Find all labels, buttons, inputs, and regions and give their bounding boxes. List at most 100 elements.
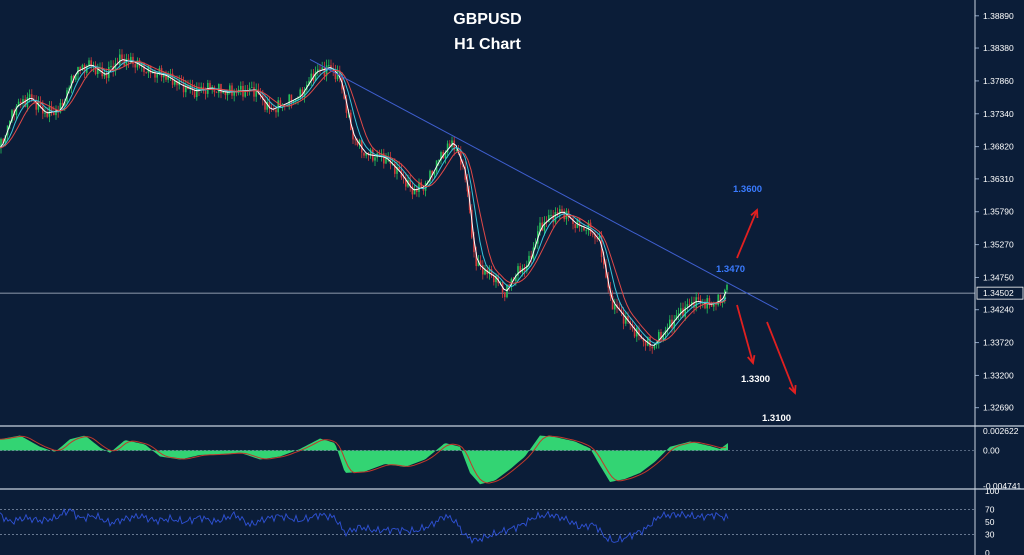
candle-body bbox=[596, 238, 598, 240]
candle-body bbox=[2, 138, 4, 144]
candle-body bbox=[693, 301, 695, 309]
candle-body bbox=[418, 182, 420, 192]
candle-body bbox=[462, 164, 464, 167]
candle-body bbox=[343, 89, 345, 99]
candle-body bbox=[495, 275, 497, 283]
candle-body bbox=[389, 157, 392, 164]
price-tick-label: 1.37860 bbox=[983, 76, 1014, 86]
candle-body bbox=[697, 297, 700, 300]
candle-body bbox=[295, 99, 297, 101]
target-arrow-head bbox=[747, 354, 756, 365]
candle-body bbox=[215, 92, 218, 93]
candle-body bbox=[209, 82, 211, 89]
candle-body bbox=[189, 85, 191, 90]
candle-body bbox=[105, 74, 108, 78]
candle-body bbox=[9, 121, 11, 126]
candle-body bbox=[154, 70, 156, 78]
candle-body bbox=[717, 294, 719, 306]
candle-body bbox=[149, 65, 152, 74]
candle-body bbox=[20, 101, 22, 104]
candle-body bbox=[314, 71, 317, 82]
candle-body bbox=[378, 153, 381, 157]
candle-body bbox=[484, 269, 486, 275]
candle-body bbox=[114, 63, 117, 72]
chart-title: GBPUSD bbox=[453, 11, 522, 28]
candle-body bbox=[444, 152, 447, 159]
candle-body bbox=[565, 210, 568, 220]
candle-body bbox=[673, 320, 675, 329]
candle-body bbox=[411, 186, 414, 195]
candle-body bbox=[24, 99, 26, 107]
candle-body bbox=[308, 80, 310, 85]
candle-body bbox=[675, 315, 678, 321]
candle-body bbox=[61, 102, 64, 106]
candle-body bbox=[680, 308, 682, 314]
candle-body bbox=[88, 60, 90, 67]
price-tick-label: 1.37340 bbox=[983, 109, 1014, 119]
candle-body bbox=[515, 275, 517, 282]
candle-body bbox=[317, 69, 319, 72]
candle-body bbox=[55, 110, 57, 116]
candle-body bbox=[550, 215, 552, 216]
candle-body bbox=[248, 87, 251, 91]
candle-body bbox=[583, 226, 585, 231]
price-tick-label: 1.33200 bbox=[983, 370, 1014, 380]
candle-body bbox=[352, 130, 354, 140]
candle-body bbox=[275, 109, 277, 113]
candle-body bbox=[431, 170, 433, 176]
candle-body bbox=[235, 91, 238, 94]
candle-body bbox=[39, 101, 42, 107]
candle-body bbox=[715, 303, 717, 306]
candle-body bbox=[44, 112, 46, 114]
candle-body bbox=[46, 112, 48, 117]
candle-body bbox=[477, 260, 480, 267]
candle-body bbox=[363, 152, 365, 156]
candle-body bbox=[193, 89, 196, 98]
candle-body bbox=[688, 304, 691, 305]
candle-body bbox=[702, 302, 704, 304]
candle-body bbox=[526, 265, 528, 272]
candle-body bbox=[493, 275, 495, 283]
candle-body bbox=[592, 233, 594, 235]
candle-body bbox=[125, 58, 128, 66]
candle-body bbox=[523, 268, 526, 272]
candle-body bbox=[585, 230, 587, 232]
candle-body bbox=[244, 90, 246, 97]
candle-body bbox=[488, 269, 491, 275]
candle-body bbox=[405, 177, 407, 187]
candle-body bbox=[552, 215, 554, 223]
candle-body bbox=[72, 75, 75, 80]
candle-body bbox=[48, 106, 51, 117]
candle-body bbox=[185, 85, 187, 93]
price-tick-label: 1.36310 bbox=[983, 174, 1014, 184]
candle-body bbox=[224, 91, 227, 96]
candle-body bbox=[196, 87, 198, 98]
candle-body bbox=[563, 211, 565, 220]
candle-body bbox=[174, 80, 176, 85]
candle-body bbox=[655, 342, 658, 346]
candle-body bbox=[530, 255, 532, 259]
price-tick-label: 1.32690 bbox=[983, 403, 1014, 413]
candle-body bbox=[490, 269, 493, 276]
candle-body bbox=[79, 66, 81, 70]
candle-body bbox=[438, 160, 440, 162]
candle-body bbox=[380, 153, 383, 157]
candle-body bbox=[141, 63, 143, 67]
candle-body bbox=[345, 98, 348, 113]
candle-body bbox=[165, 74, 167, 80]
candle-body bbox=[539, 222, 541, 232]
candle-body bbox=[130, 56, 132, 63]
current-price-label: 1.34502 bbox=[983, 288, 1014, 298]
candle-body bbox=[204, 90, 207, 94]
candle-body bbox=[504, 292, 506, 298]
candle-body bbox=[103, 74, 106, 77]
target-label: 1.3100 bbox=[762, 413, 791, 424]
target-label: 1.3300 bbox=[741, 374, 770, 385]
macd-tick-label: -0.004741 bbox=[983, 481, 1022, 491]
macd-histogram bbox=[0, 435, 728, 485]
candle-body bbox=[31, 94, 33, 101]
price-tick-label: 1.34750 bbox=[983, 272, 1014, 282]
price-tick-label: 1.35790 bbox=[983, 207, 1014, 217]
candle-body bbox=[328, 65, 330, 67]
